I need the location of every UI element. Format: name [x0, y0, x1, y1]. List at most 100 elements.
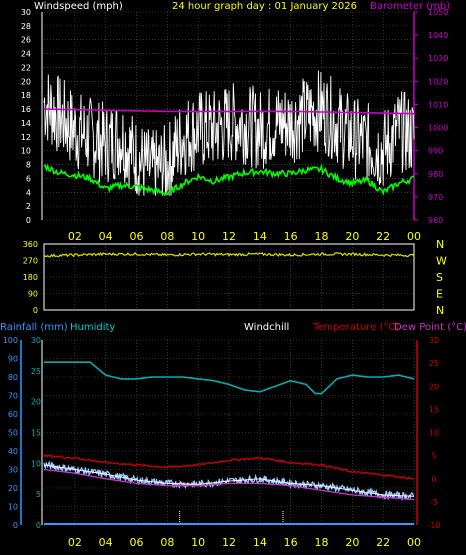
wind-panel-axes: 0246810121416182022242628309609709809901… [21, 8, 449, 243]
temp-x-tick-label: 12 [222, 536, 236, 549]
humidity-series-line [44, 361, 415, 395]
temp-y-tick-label: -10 [427, 521, 440, 530]
humidity-y-tick-label: 40 [8, 447, 18, 456]
humidity-y-tick-label: 0 [13, 521, 18, 530]
baro-y-tick-label: 1050 [428, 8, 448, 17]
compass-tick-label: N [436, 238, 444, 251]
temp-x-tick-label: 08 [160, 536, 174, 549]
wind-y-tick-label: 22 [21, 63, 31, 72]
temp-y-tick-label: 30 [429, 336, 439, 345]
rain-axis-title: Rainfall (mm) [0, 322, 68, 333]
wind-x-tick-label: 06 [130, 230, 144, 243]
windchill-series-line [43, 464, 414, 497]
baro-y-tick-label: 960 [428, 216, 443, 225]
temp-x-tick-label: 04 [99, 536, 113, 549]
wind-x-tick-label: 16 [284, 230, 298, 243]
windchill-legend: Windchill [244, 322, 289, 333]
temp-x-tick-label: 22 [376, 536, 390, 549]
direction-panel-series [43, 252, 415, 258]
temp-y-tick-label: 0 [431, 475, 436, 484]
wind-x-tick-label: 14 [253, 230, 267, 243]
temp-x-tick-label: 16 [284, 536, 298, 549]
humidity-y-tick-label: 100 [3, 336, 18, 345]
dewpoint-legend: Dew Point (°C) [394, 322, 466, 333]
wind-y-tick-label: 24 [21, 50, 31, 59]
wind-y-tick-label: 28 [21, 22, 31, 31]
compass-tick-label: W [436, 255, 447, 268]
temp-x-tick-label: 10 [191, 536, 205, 549]
barometer-series-line [44, 108, 415, 115]
wind-x-tick-label: 22 [376, 230, 390, 243]
rain-y-tick-label: 0 [36, 521, 41, 530]
temperature-axis-title: Temperature (°C) [312, 322, 399, 333]
compass-tick-label: E [436, 288, 443, 301]
compass-tick-label: N [436, 304, 444, 317]
temp-y-tick-label: 20 [429, 382, 439, 391]
temp-x-tick-label: 00 [407, 536, 421, 549]
wind-y-tick-label: 12 [21, 133, 31, 142]
wind-y-tick-label: 26 [21, 36, 31, 45]
baro-y-tick-label: 980 [428, 170, 443, 179]
wind-y-tick-label: 30 [21, 8, 31, 17]
temp-y-tick-label: -5 [430, 498, 438, 507]
rain-y-tick-label: 30 [31, 336, 41, 345]
wind-y-tick-label: 16 [21, 105, 31, 114]
wind-y-tick-label: 0 [26, 216, 31, 225]
rain-y-tick-label: 20 [31, 398, 41, 407]
wind-y-tick-label: 8 [26, 161, 31, 170]
wind-y-tick-label: 6 [26, 174, 31, 183]
baro-y-tick-label: 1040 [428, 31, 448, 40]
humidity-y-tick-label: 50 [8, 429, 18, 438]
temp-y-tick-label: 25 [429, 359, 439, 368]
wind-x-tick-label: 08 [160, 230, 174, 243]
humidity-y-tick-label: 70 [8, 392, 18, 401]
temp-y-tick-label: 10 [429, 429, 439, 438]
temp-panel-series [43, 361, 415, 525]
wind-x-tick-label: 18 [315, 230, 329, 243]
wind-x-tick-label: 20 [345, 230, 359, 243]
temp-x-tick-label: 20 [345, 536, 359, 549]
compass-tick-label: S [436, 271, 443, 284]
baro-y-tick-label: 1030 [428, 54, 448, 63]
wind-y-tick-label: 18 [21, 91, 31, 100]
direction-series-line [43, 252, 415, 258]
baro-y-tick-label: 1010 [428, 100, 448, 109]
temp-x-tick-label: 14 [253, 536, 267, 549]
rain-y-tick-label: 5 [36, 490, 41, 499]
temp-y-tick-label: 5 [431, 452, 436, 461]
wind-x-tick-label: 10 [191, 230, 205, 243]
wind-x-tick-label: 04 [99, 230, 113, 243]
dewpoint-series-line [43, 468, 415, 501]
baro-y-tick-label: 1020 [428, 77, 448, 86]
direction-y-tick-label: 360 [23, 240, 38, 249]
wind-x-tick-label: 12 [222, 230, 236, 243]
humidity-y-tick-label: 10 [8, 503, 18, 512]
wind-y-tick-label: 4 [26, 188, 31, 197]
wind-panel-series [43, 70, 415, 197]
temp-panel-grid [44, 339, 415, 526]
rain-y-tick-label: 15 [31, 429, 41, 438]
humidity-y-tick-label: 90 [8, 355, 18, 364]
windspeed-series-line [43, 70, 415, 196]
green-series-line [43, 163, 415, 197]
temp-panel-axes: 0102030405060708090100051015202530-10-50… [3, 336, 441, 549]
humidity-axis-title: Humidity [70, 322, 115, 333]
temp-x-tick-label: 02 [68, 536, 82, 549]
wind-y-tick-label: 14 [21, 119, 31, 128]
rain-y-tick-label: 25 [31, 367, 41, 376]
barometer-axis-title: Barometer (mb) [370, 1, 450, 12]
baro-y-tick-label: 990 [428, 147, 443, 156]
humidity-y-tick-label: 60 [8, 410, 18, 419]
direction-y-tick-label: 90 [28, 290, 38, 299]
wind-x-tick-label: 02 [68, 230, 82, 243]
humidity-y-tick-label: 30 [8, 466, 18, 475]
direction-y-tick-label: 270 [23, 257, 38, 266]
humidity-y-tick-label: 80 [8, 373, 18, 382]
wind-y-tick-label: 20 [21, 77, 31, 86]
wind-x-tick-label: 00 [407, 230, 421, 243]
humidity-y-tick-label: 20 [8, 484, 18, 493]
wind-axis-title: Windspeed (mph) [34, 1, 123, 12]
chart-title: 24 hour graph day : 01 January 2026 [172, 1, 357, 12]
